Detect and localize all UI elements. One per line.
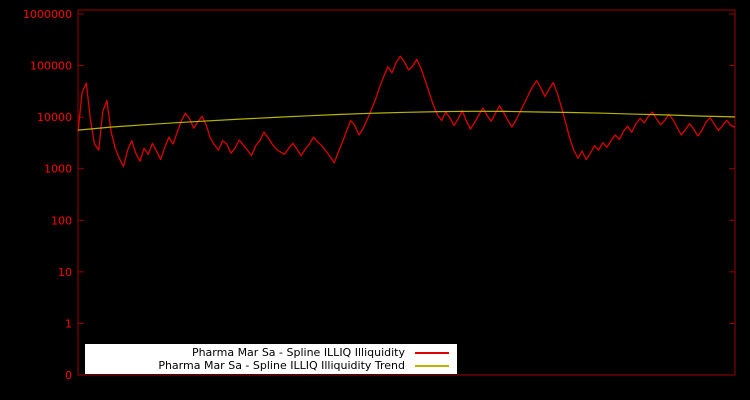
y-tick-label: 1000 xyxy=(44,163,72,176)
y-tick-label: 10000 xyxy=(37,111,72,124)
legend-label: Pharma Mar Sa - Spline ILLIQ Illiquidity… xyxy=(158,359,405,372)
series-line-illiquidity xyxy=(77,55,736,168)
legend: Pharma Mar Sa - Spline ILLIQ Illiquidity… xyxy=(85,344,457,374)
series-line-trend xyxy=(77,110,736,131)
legend-item: Pharma Mar Sa - Spline ILLIQ Illiquidity xyxy=(89,346,449,359)
y-tick-label: 100 xyxy=(51,214,72,227)
y-tick-label: 1000000 xyxy=(23,8,72,21)
legend-line-sample-trend xyxy=(415,364,449,367)
legend-item: Pharma Mar Sa - Spline ILLIQ Illiquidity… xyxy=(89,359,449,372)
legend-line-sample-illiquidity xyxy=(415,351,449,354)
y-tick-label: 100000 xyxy=(30,60,72,73)
y-tick-label: 10 xyxy=(58,266,72,279)
plot-border xyxy=(77,9,736,376)
y-tick-label: 0 xyxy=(65,369,72,382)
legend-label: Pharma Mar Sa - Spline ILLIQ Illiquidity xyxy=(191,346,405,359)
y-tick-label: 1 xyxy=(65,317,72,330)
